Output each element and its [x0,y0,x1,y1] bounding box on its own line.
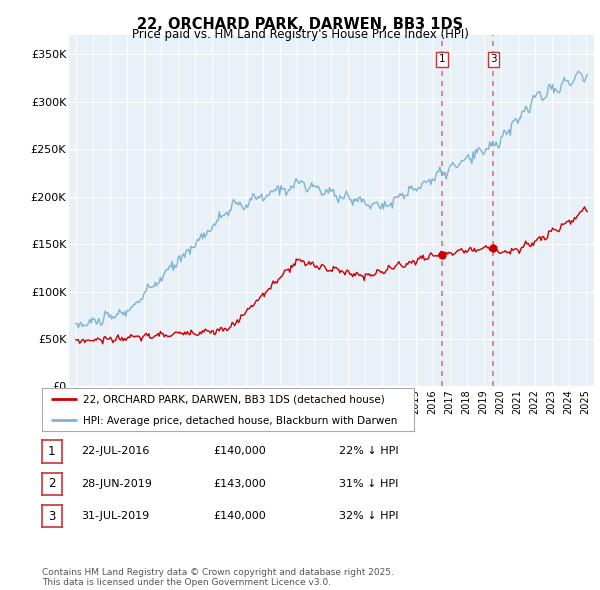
Text: £140,000: £140,000 [213,447,266,456]
Text: 1: 1 [439,54,445,64]
Text: £143,000: £143,000 [213,479,266,489]
Text: 32% ↓ HPI: 32% ↓ HPI [339,512,398,521]
Text: 1: 1 [48,445,56,458]
Text: 2: 2 [48,477,56,490]
Text: 31% ↓ HPI: 31% ↓ HPI [339,479,398,489]
Text: 22, ORCHARD PARK, DARWEN, BB3 1DS (detached house): 22, ORCHARD PARK, DARWEN, BB3 1DS (detac… [83,395,385,405]
Text: 22, ORCHARD PARK, DARWEN, BB3 1DS: 22, ORCHARD PARK, DARWEN, BB3 1DS [137,17,463,31]
Text: HPI: Average price, detached house, Blackburn with Darwen: HPI: Average price, detached house, Blac… [83,416,397,426]
Text: Contains HM Land Registry data © Crown copyright and database right 2025.
This d: Contains HM Land Registry data © Crown c… [42,568,394,587]
Text: 28-JUN-2019: 28-JUN-2019 [81,479,152,489]
Text: Price paid vs. HM Land Registry's House Price Index (HPI): Price paid vs. HM Land Registry's House … [131,28,469,41]
Text: 31-JUL-2019: 31-JUL-2019 [81,512,149,521]
Text: 22-JUL-2016: 22-JUL-2016 [81,447,149,456]
Text: 22% ↓ HPI: 22% ↓ HPI [339,447,398,456]
Text: 3: 3 [48,510,56,523]
Text: 3: 3 [490,54,497,64]
Text: £140,000: £140,000 [213,512,266,521]
